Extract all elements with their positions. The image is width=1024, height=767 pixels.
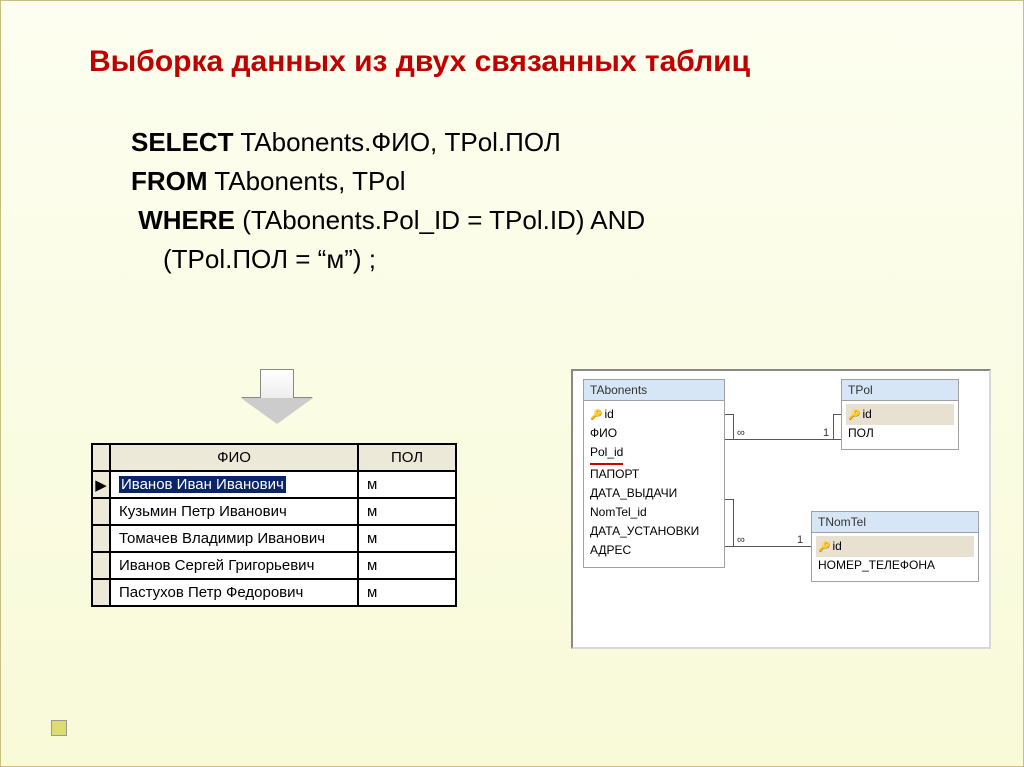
select-clause: TAbonents.ФИО, TPol.ПОЛ — [234, 127, 561, 157]
relation-line — [725, 439, 841, 440]
relation-line — [725, 499, 733, 500]
column-header-pol: ПОЛ — [358, 444, 456, 471]
field: NomTel_id — [590, 503, 718, 522]
relation-line — [725, 414, 733, 415]
relation-line — [833, 414, 834, 439]
cell-pol: м — [358, 471, 456, 498]
select-keyword: SELECT — [131, 127, 234, 157]
tnomtel-title: TNomTel — [812, 512, 978, 533]
table-row: Томачев Владимир Ивановичм — [92, 525, 456, 552]
row-indicator — [92, 525, 110, 552]
sql-query: SELECT TAbonents.ФИО, TPol.ПОЛ FROM TAbo… — [1, 79, 1023, 279]
where-clause-line1: (TAbonents.Pol_ID = TPol.ID) AND — [235, 205, 645, 235]
table-row: Пастухов Петр Федоровичм — [92, 579, 456, 606]
field: АДРЕС — [590, 541, 718, 560]
row-indicator: ▶ — [92, 471, 110, 498]
cell-fio: Иванов Сергей Григорьевич — [110, 552, 358, 579]
cell-pol: м — [358, 498, 456, 525]
tabonents-title: TAbonents — [584, 380, 724, 401]
cell-fio: Томачев Владимир Иванович — [110, 525, 358, 552]
cell-pol: м — [358, 552, 456, 579]
field: id — [604, 407, 613, 421]
where-keyword: WHERE — [138, 205, 235, 235]
indicator-header — [92, 444, 110, 471]
field: ПОЛ — [848, 424, 952, 443]
field: ДАТА_УСТАНОВКИ — [590, 522, 718, 541]
key-icon — [848, 407, 862, 421]
column-header-fio: ФИО — [110, 444, 358, 471]
tpol-title: TPol — [842, 380, 958, 401]
table-tnomtel: TNomTel id НОМЕР_ТЕЛЕФОНА — [811, 511, 979, 582]
cardinality-infinity: ∞ — [737, 534, 745, 546]
table-tabonents: TAbonents id ФИО Pol_id ПАПОРТ ДАТА_ВЫДА… — [583, 379, 725, 568]
relation-line — [733, 499, 734, 546]
where-clause-line2: (TPol.ПОЛ = “м”) ; — [131, 240, 1023, 279]
down-arrow-icon — [241, 369, 313, 424]
row-indicator — [92, 498, 110, 525]
row-indicator — [92, 552, 110, 579]
table-row: Иванов Сергей Григорьевичм — [92, 552, 456, 579]
from-clause: TAbonents, TPol — [208, 166, 406, 196]
slide-title: Выборка данных из двух связанных таблиц — [1, 1, 1023, 79]
field: НОМЕР_ТЕЛЕФОНА — [818, 556, 972, 575]
cardinality-infinity: ∞ — [737, 427, 745, 439]
relation-line — [725, 546, 811, 547]
relationship-diagram: TAbonents id ФИО Pol_id ПАПОРТ ДАТА_ВЫДА… — [571, 369, 991, 649]
table-row: ▶Иванов Иван Ивановичм — [92, 471, 456, 498]
field: id — [862, 407, 871, 421]
cell-fio: Кузьмин Петр Иванович — [110, 498, 358, 525]
cell-pol: м — [358, 579, 456, 606]
relation-line — [733, 414, 734, 439]
slide-bullet-icon — [51, 720, 67, 736]
field: ФИО — [590, 424, 718, 443]
cell-pol: м — [358, 525, 456, 552]
field: ПАПОРТ — [590, 465, 718, 484]
field-highlighted: Pol_id — [590, 443, 623, 464]
table-row: Кузьмин Петр Ивановичм — [92, 498, 456, 525]
from-keyword: FROM — [131, 166, 208, 196]
relation-line — [833, 414, 841, 415]
cell-fio: Пастухов Петр Федорович — [110, 579, 358, 606]
key-icon — [818, 539, 832, 553]
key-icon — [590, 407, 604, 421]
table-tpol: TPol id ПОЛ — [841, 379, 959, 450]
field: ДАТА_ВЫДАЧИ — [590, 484, 718, 503]
result-table: ФИО ПОЛ ▶Иванов Иван ИвановичмКузьмин Пе… — [91, 443, 457, 607]
field: id — [832, 539, 841, 553]
cardinality-one: 1 — [797, 534, 803, 546]
row-indicator — [92, 579, 110, 606]
cell-fio: Иванов Иван Иванович — [110, 471, 358, 498]
cardinality-one: 1 — [823, 427, 829, 439]
